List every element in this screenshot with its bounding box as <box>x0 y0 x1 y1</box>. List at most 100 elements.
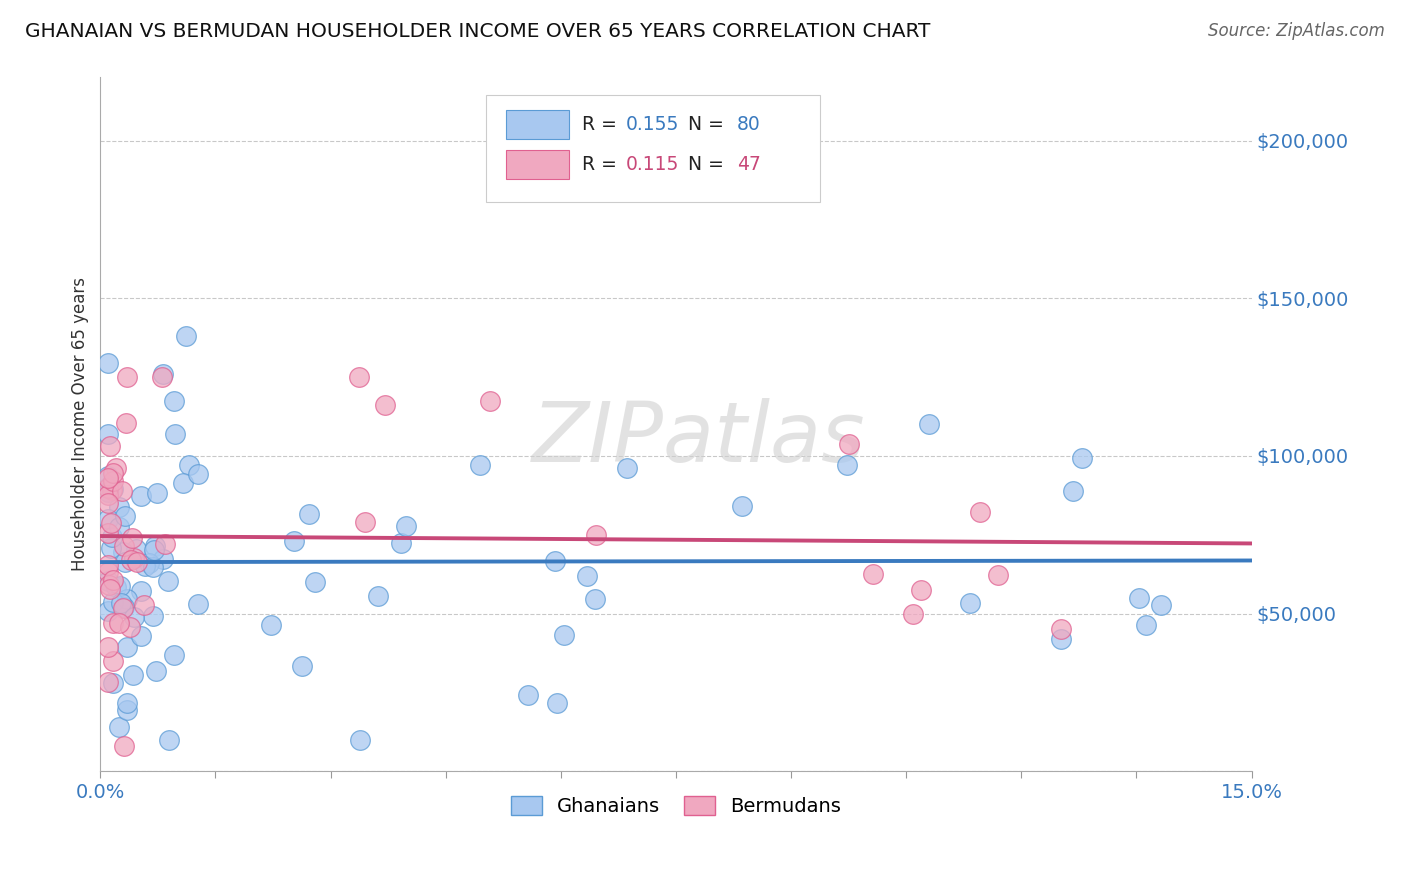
Point <box>468 458 491 472</box>
Point <box>97 565 120 579</box>
Point <box>97 481 120 495</box>
Point <box>1062 483 1084 498</box>
Point <box>97 479 120 493</box>
Text: 47: 47 <box>737 154 761 174</box>
Point <box>163 394 186 409</box>
Point <box>100 516 122 531</box>
Point <box>838 436 860 450</box>
Point <box>100 582 122 597</box>
Point <box>117 592 139 607</box>
Point <box>101 573 124 587</box>
Point <box>97 488 120 502</box>
Text: N =: N = <box>676 115 730 134</box>
Point <box>616 461 638 475</box>
Point <box>121 532 143 546</box>
Point <box>101 616 124 631</box>
Point <box>97 604 120 618</box>
Point <box>97 471 120 485</box>
Point <box>172 475 194 490</box>
Point <box>100 439 122 453</box>
Point <box>910 583 932 598</box>
Point <box>110 596 132 610</box>
Point <box>115 370 138 384</box>
Point <box>143 543 166 558</box>
Point <box>105 581 128 595</box>
Point <box>97 356 120 370</box>
Point <box>111 601 134 615</box>
Point <box>959 596 981 610</box>
Text: 0.115: 0.115 <box>626 154 679 174</box>
Point <box>97 485 120 500</box>
Point <box>163 648 186 662</box>
Text: R =: R = <box>582 154 623 174</box>
Point <box>304 575 326 590</box>
Point <box>115 417 138 431</box>
Point <box>122 610 145 624</box>
Point <box>291 659 314 673</box>
Text: ZIPatlas: ZIPatlas <box>533 398 866 479</box>
Point <box>122 667 145 681</box>
Point <box>97 525 120 540</box>
Point <box>97 427 120 442</box>
Point <box>150 370 173 384</box>
Point <box>143 539 166 553</box>
Point <box>107 520 129 534</box>
Point <box>583 591 606 606</box>
Point <box>101 654 124 668</box>
Point <box>1049 622 1071 636</box>
Point <box>157 574 180 588</box>
Point <box>108 616 131 631</box>
Point <box>283 533 305 548</box>
Point <box>97 640 120 654</box>
Point <box>145 664 167 678</box>
Point <box>125 555 148 569</box>
Point <box>115 703 138 717</box>
Point <box>120 552 142 566</box>
Point <box>917 417 939 431</box>
Point <box>97 558 120 572</box>
Text: R =: R = <box>582 115 623 134</box>
Point <box>575 568 598 582</box>
Point <box>97 511 120 525</box>
Point <box>349 732 371 747</box>
Point <box>111 483 134 498</box>
Text: Source: ZipAtlas.com: Source: ZipAtlas.com <box>1208 22 1385 40</box>
Point <box>107 721 129 735</box>
Point <box>347 370 370 384</box>
Point <box>987 568 1010 582</box>
Point <box>101 482 124 496</box>
Point <box>124 542 146 557</box>
Point <box>969 505 991 519</box>
Point <box>100 541 122 555</box>
Point <box>111 545 134 559</box>
Point <box>544 553 567 567</box>
Point <box>98 578 121 592</box>
Point <box>478 393 501 408</box>
Point <box>112 739 135 753</box>
Point <box>389 536 412 550</box>
Point <box>165 427 187 442</box>
Point <box>129 489 152 503</box>
Point <box>115 696 138 710</box>
Point <box>108 579 131 593</box>
FancyBboxPatch shape <box>506 110 569 139</box>
FancyBboxPatch shape <box>486 95 820 202</box>
Point <box>117 640 139 655</box>
Point <box>138 556 160 570</box>
Point <box>585 528 607 542</box>
Point <box>1071 450 1094 465</box>
Point <box>187 598 209 612</box>
Point <box>901 607 924 621</box>
Point <box>298 508 321 522</box>
Point <box>187 467 209 481</box>
Point <box>97 674 120 689</box>
Point <box>101 530 124 544</box>
Point <box>101 466 124 480</box>
Legend: Ghanaians, Bermudans: Ghanaians, Bermudans <box>503 789 849 824</box>
Y-axis label: Householder Income Over 65 years: Householder Income Over 65 years <box>72 277 89 572</box>
Point <box>105 461 128 475</box>
Point <box>97 574 120 589</box>
Point <box>101 595 124 609</box>
FancyBboxPatch shape <box>506 150 569 178</box>
Point <box>132 598 155 612</box>
